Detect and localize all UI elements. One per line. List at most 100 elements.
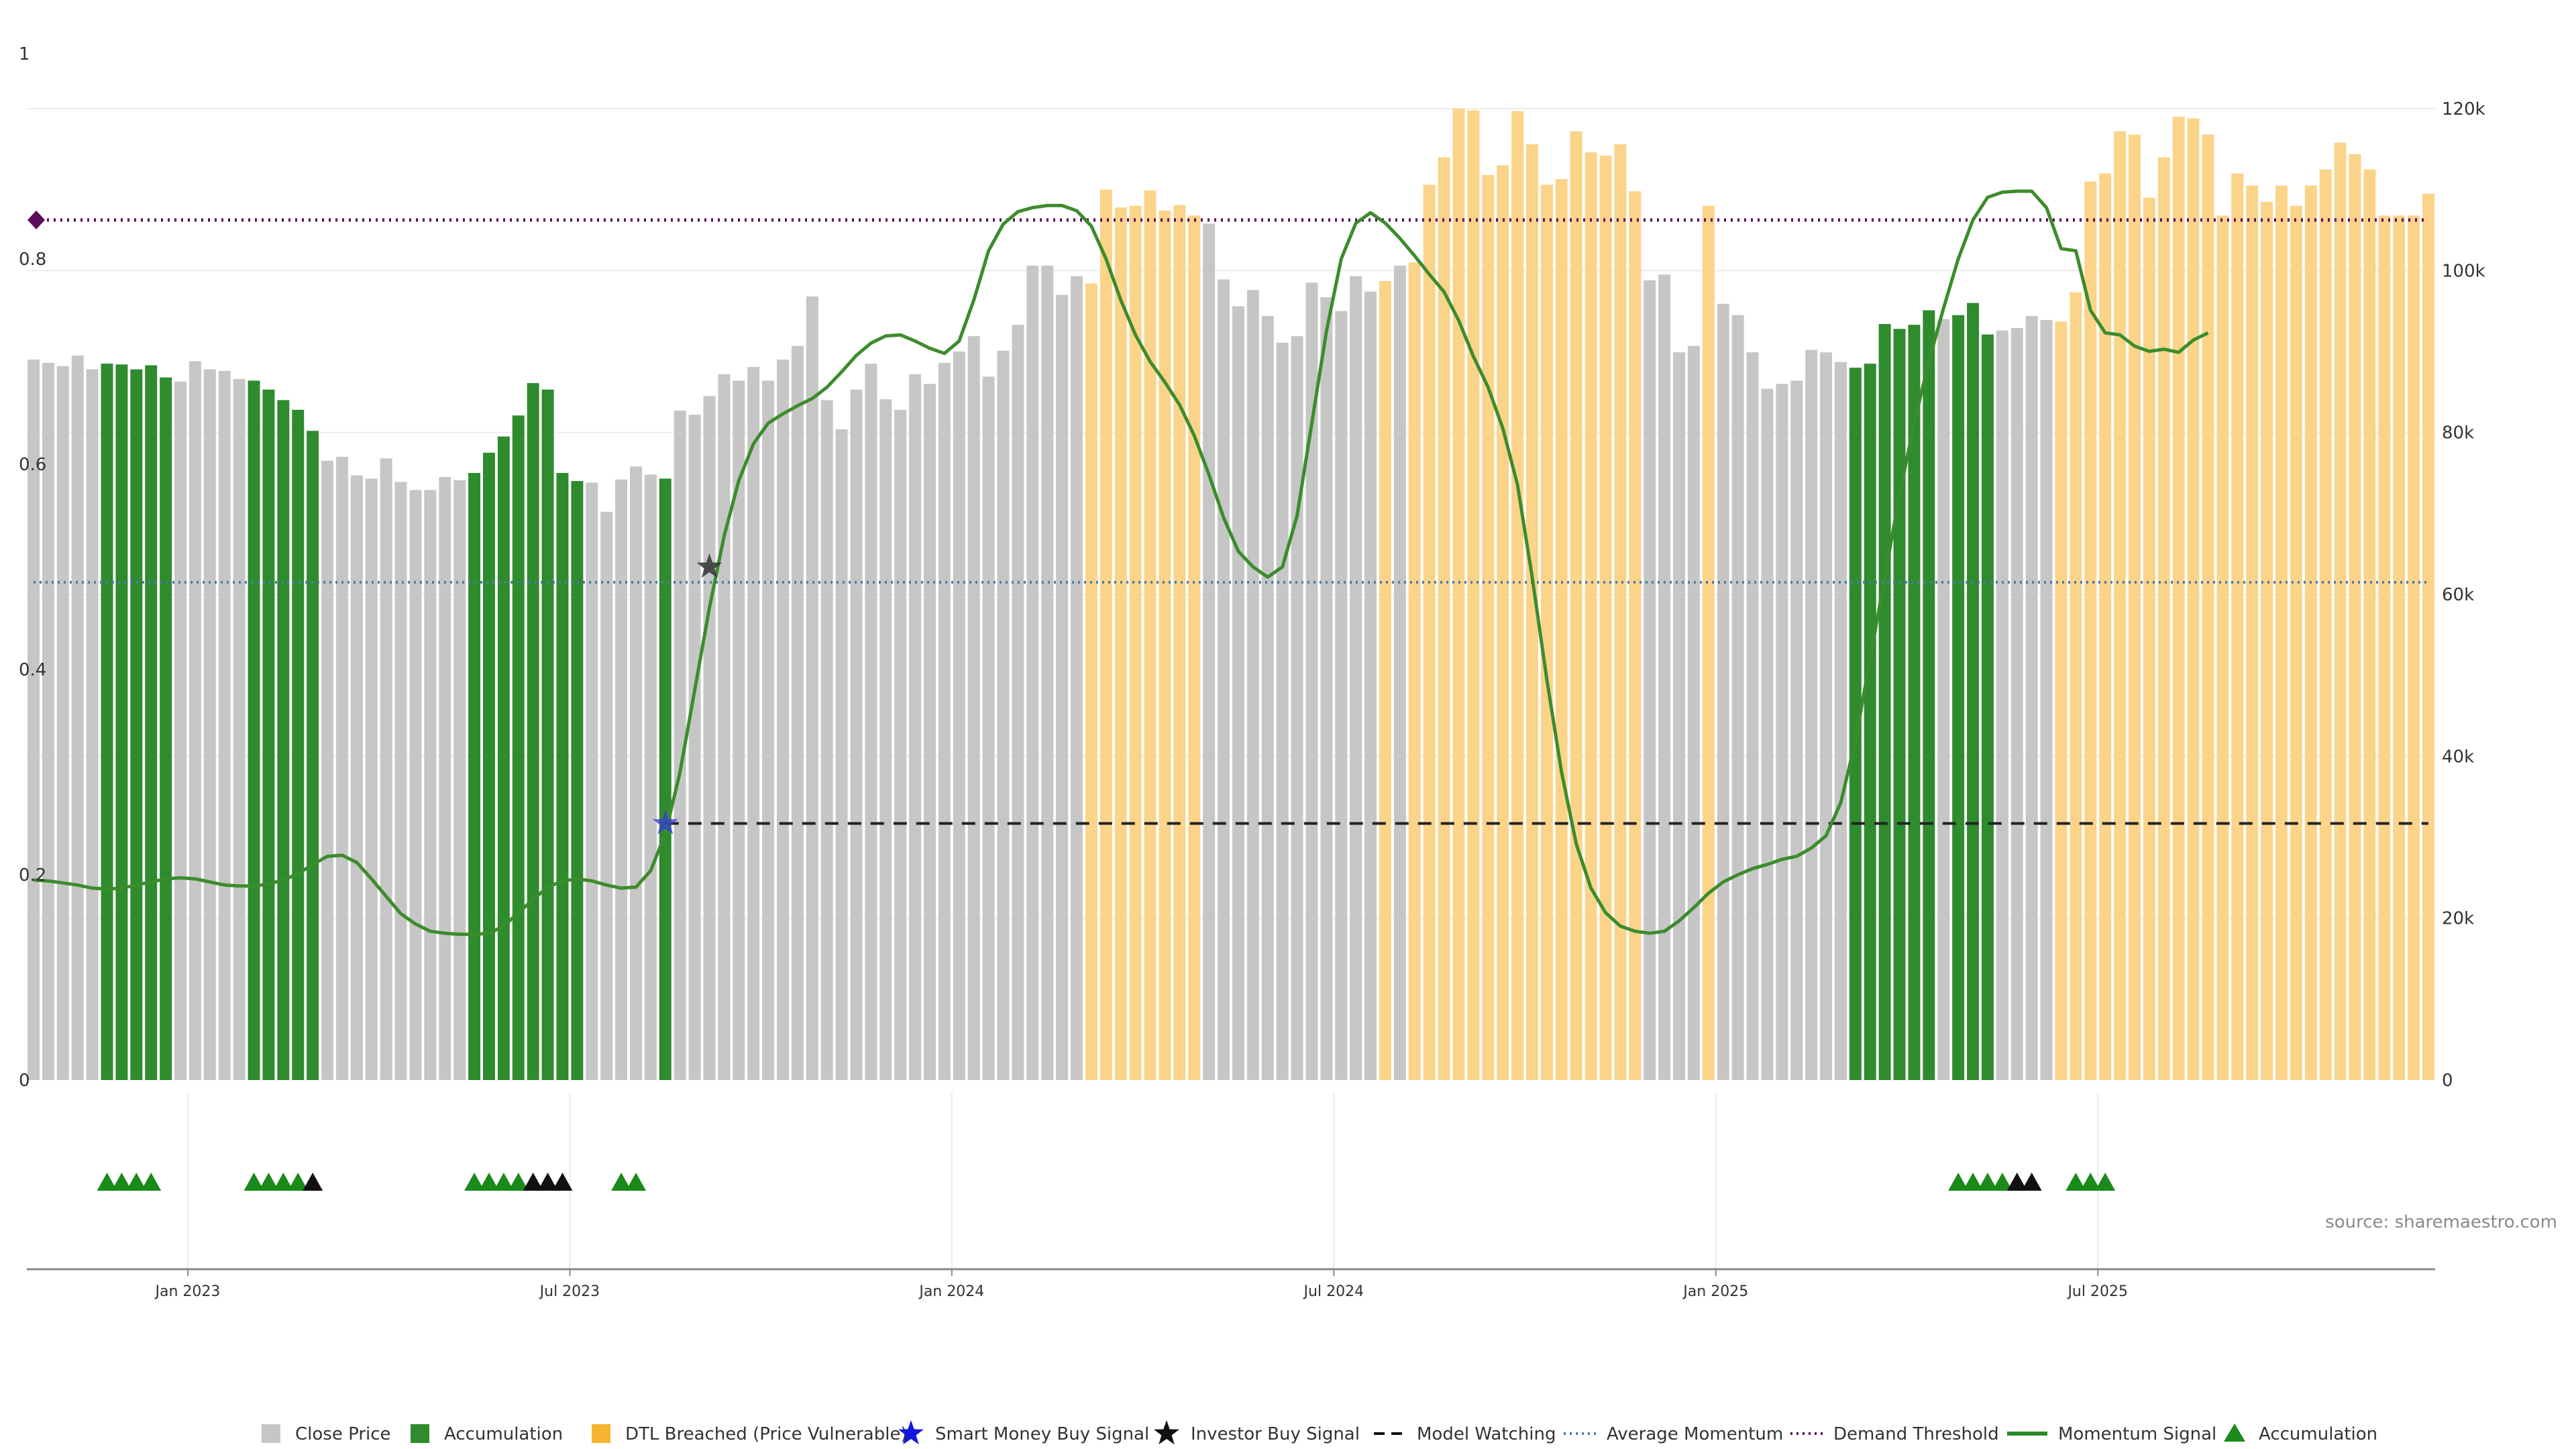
right-tick-label: 40k [2442,747,2474,767]
price-bar [1026,266,1039,1081]
price-bar [1203,223,1216,1080]
price-bar [277,400,290,1080]
price-bar [1452,109,1465,1080]
price-bar [997,350,1010,1080]
price-bar [1350,276,1362,1080]
price-bar [938,362,951,1080]
price-bar [1408,262,1421,1081]
left-tick-label: 0 [19,1071,30,1091]
accumulation-marker [1948,1173,1969,1191]
price-bar [424,490,437,1080]
momentum-signal-line [33,189,2209,936]
price-bar [497,436,510,1080]
accumulation-marker-dark [552,1173,573,1191]
signal-markers [652,553,722,835]
price-bar [1335,311,1348,1081]
price-bar [350,475,363,1080]
price-bar [101,364,113,1080]
price-bar [2422,193,2434,1081]
price-bar [233,379,246,1081]
investor-buy-signal [696,553,722,578]
price-bar [1497,165,1509,1080]
price-bar [967,336,980,1080]
accumulation-marker [288,1173,309,1191]
price-bar [1159,211,1171,1080]
price-bar [1099,189,1112,1081]
price-bar [1834,362,1847,1080]
x-tick-label: Jul 2024 [1303,1283,1364,1300]
price-bar [629,466,642,1080]
right-tick-label: 120k [2442,99,2485,119]
price-bar [527,383,539,1080]
accumulation-marker [126,1173,147,1191]
price-bar [2378,215,2391,1080]
legend: Close Price Accumulation DTL Breached (Pri… [262,1420,2377,1445]
price-bar [365,478,378,1080]
price-bar [439,477,451,1080]
price-bar [1071,276,1083,1080]
accumulation-marker [611,1173,632,1191]
price-bar [733,380,745,1081]
price-bar [1218,279,1230,1080]
x-tick-label: Jan 2023 [154,1283,221,1300]
price-bar [909,374,922,1081]
x-tick-label: Jul 2023 [539,1283,600,1300]
accumulation-marker [244,1173,264,1191]
right-tick-label: 0 [2442,1071,2453,1091]
price-bar [1849,368,1862,1081]
price-bar [130,369,143,1081]
price-bar [2408,215,2420,1080]
price-bar [982,376,995,1080]
price-bar [1996,330,2008,1080]
price-bar [2319,169,2332,1080]
price-bar [879,399,892,1080]
accumulation-marker [493,1173,514,1191]
price-bar [1952,315,1965,1081]
price-bar [586,482,598,1080]
indicator-lines [28,189,2428,936]
price-bar [1467,110,1480,1080]
price-bar [1599,155,1612,1080]
accumulation-marker [141,1173,162,1191]
accumulation-marker [1963,1173,1984,1191]
price-bar [1731,315,1744,1081]
price-bar [1482,174,1495,1080]
accumulation-marker [625,1173,646,1191]
price-bar [174,381,186,1080]
price-bar [703,396,716,1080]
price-bar [541,389,554,1080]
price-bar [1717,303,1729,1081]
price-bar [777,360,789,1080]
left-tick-label: 0.2 [19,865,46,885]
legend-label: Close Price [295,1424,391,1444]
x-tick-label: Jul 2025 [2066,1283,2128,1300]
price-bar [1511,111,1524,1080]
price-bar [2099,173,2112,1080]
price-bar [2216,215,2229,1080]
price-bar [1614,144,1627,1080]
price-bar [2025,315,2038,1080]
accumulation-marker [1992,1173,2012,1191]
price-bar [1864,364,1876,1080]
legend-label: Model Watching [1417,1424,1556,1444]
price-bar [307,431,319,1080]
legend-accumulation-marker [2224,1424,2245,1442]
price-bar [86,369,99,1081]
accumulation-marker [464,1173,485,1191]
price-bar [2010,328,2023,1081]
legend-accumulation-swatch [411,1424,429,1443]
price-bar [1629,191,1642,1081]
x-tick-label: Jan 2024 [918,1283,984,1300]
price-bar [1923,310,1935,1081]
accumulation-marker-dark [2021,1173,2042,1191]
accumulation-marker [258,1173,279,1191]
legend-label: Demand Threshold [1833,1424,1999,1444]
left-tick-label: 1 [19,44,30,64]
price-bar [2363,169,2376,1080]
price-bar [1981,334,1994,1080]
accumulation-marker [2080,1173,2101,1191]
price-bar [1246,290,1259,1080]
left-tick-label: 0.8 [19,250,46,270]
price-bar [894,409,907,1080]
price-bar [1673,352,1685,1080]
